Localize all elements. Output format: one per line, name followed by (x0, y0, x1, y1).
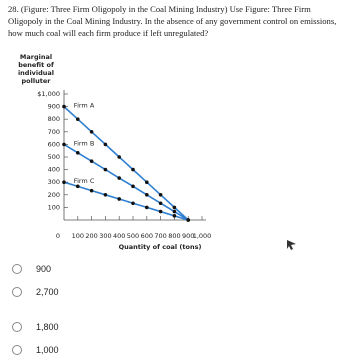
point (131, 184, 135, 189)
y-axis-label: benefit of (18, 61, 54, 69)
point (62, 142, 66, 147)
point (76, 117, 80, 121)
point (172, 214, 177, 218)
y-axis-label: polluter (22, 77, 52, 85)
x-tick-label: 200 (85, 232, 97, 240)
series-line (63, 106, 189, 221)
y-tick-label: 700 (48, 128, 60, 136)
y-tick-label: 100 (48, 203, 60, 211)
point (172, 205, 177, 210)
point (186, 218, 190, 222)
point (89, 159, 94, 163)
cursor (287, 240, 296, 250)
y-tick-label: 500 (48, 153, 60, 161)
x-tick-label: 900 (182, 232, 194, 240)
point (158, 209, 163, 214)
x-tick-label: 700 (154, 232, 166, 240)
point (103, 167, 108, 172)
option-text: 1,800 (36, 322, 59, 332)
point (145, 205, 149, 210)
y-axis-label: individual (18, 69, 54, 77)
series-line (63, 143, 189, 221)
point (103, 142, 108, 147)
y-axis-label: Marginal (20, 53, 52, 61)
x-tick-label: 300 (99, 232, 111, 240)
point (117, 176, 121, 180)
series-label: Firm B (74, 139, 95, 147)
option-text: 2,700 (36, 287, 59, 297)
point (131, 167, 135, 172)
point (172, 209, 177, 214)
point (117, 155, 121, 159)
series-label: Firm A (74, 102, 95, 110)
point (103, 193, 108, 197)
point (158, 193, 163, 197)
point (158, 201, 163, 206)
point (131, 201, 135, 206)
x-tick-label: 1,000 (193, 232, 212, 240)
option[interactable]: 2,700 (12, 287, 59, 297)
option-text: 1,000 (36, 345, 59, 355)
point (62, 104, 66, 109)
x-tick-label: 400 (113, 232, 125, 240)
y-tick-label: 800 (48, 115, 60, 123)
y-tick-label: 900 (48, 103, 60, 111)
question: 28. (Figure: Three Firm Oligopoly in the… (8, 4, 337, 38)
point (145, 180, 149, 184)
series-label: Firm C (74, 177, 95, 185)
point (76, 184, 80, 189)
series-line (63, 181, 189, 221)
point (62, 180, 66, 184)
x-tick-label: 500 (127, 232, 139, 240)
point (89, 188, 94, 193)
option-text: 900 (36, 264, 52, 274)
option[interactable]: 1,000 (12, 345, 59, 355)
x-tick-label: 800 (168, 232, 180, 240)
x-tick-label: 100 (72, 232, 84, 240)
point (145, 193, 149, 197)
y-tick-label: 400 (48, 166, 60, 174)
option[interactable]: 900 (12, 264, 51, 274)
y-tick-label: 200 (48, 191, 60, 199)
y-tick-label: $1,000 (37, 90, 60, 98)
point (117, 197, 121, 201)
x-axis-label: Quantity of coal (tons) (119, 243, 202, 251)
x-tick-label: 0 (56, 232, 60, 240)
point (89, 130, 94, 134)
y-tick-label: 600 (48, 140, 60, 148)
y-tick-label: 300 (48, 178, 60, 186)
point (76, 151, 80, 155)
x-tick-label: 600 (141, 232, 153, 240)
option[interactable]: 1,800 (12, 322, 59, 332)
